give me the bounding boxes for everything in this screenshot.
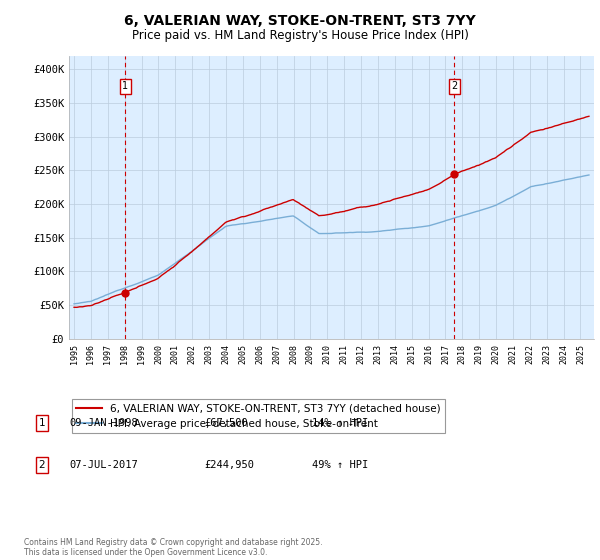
Text: Contains HM Land Registry data © Crown copyright and database right 2025.
This d: Contains HM Land Registry data © Crown c…	[24, 538, 323, 557]
Text: 6, VALERIAN WAY, STOKE-ON-TRENT, ST3 7YY: 6, VALERIAN WAY, STOKE-ON-TRENT, ST3 7YY	[124, 14, 476, 28]
Text: 09-JAN-1998: 09-JAN-1998	[69, 418, 138, 428]
Text: 14% ↑ HPI: 14% ↑ HPI	[312, 418, 368, 428]
Text: 49% ↑ HPI: 49% ↑ HPI	[312, 460, 368, 470]
Text: 2: 2	[38, 460, 46, 470]
Text: 1: 1	[38, 418, 46, 428]
Text: Price paid vs. HM Land Registry's House Price Index (HPI): Price paid vs. HM Land Registry's House …	[131, 29, 469, 42]
Text: £244,950: £244,950	[204, 460, 254, 470]
Legend: 6, VALERIAN WAY, STOKE-ON-TRENT, ST3 7YY (detached house), HPI: Average price, d: 6, VALERIAN WAY, STOKE-ON-TRENT, ST3 7YY…	[71, 399, 445, 433]
Text: 2: 2	[451, 81, 457, 91]
Text: £67,500: £67,500	[204, 418, 248, 428]
Text: 07-JUL-2017: 07-JUL-2017	[69, 460, 138, 470]
Text: 1: 1	[122, 81, 128, 91]
